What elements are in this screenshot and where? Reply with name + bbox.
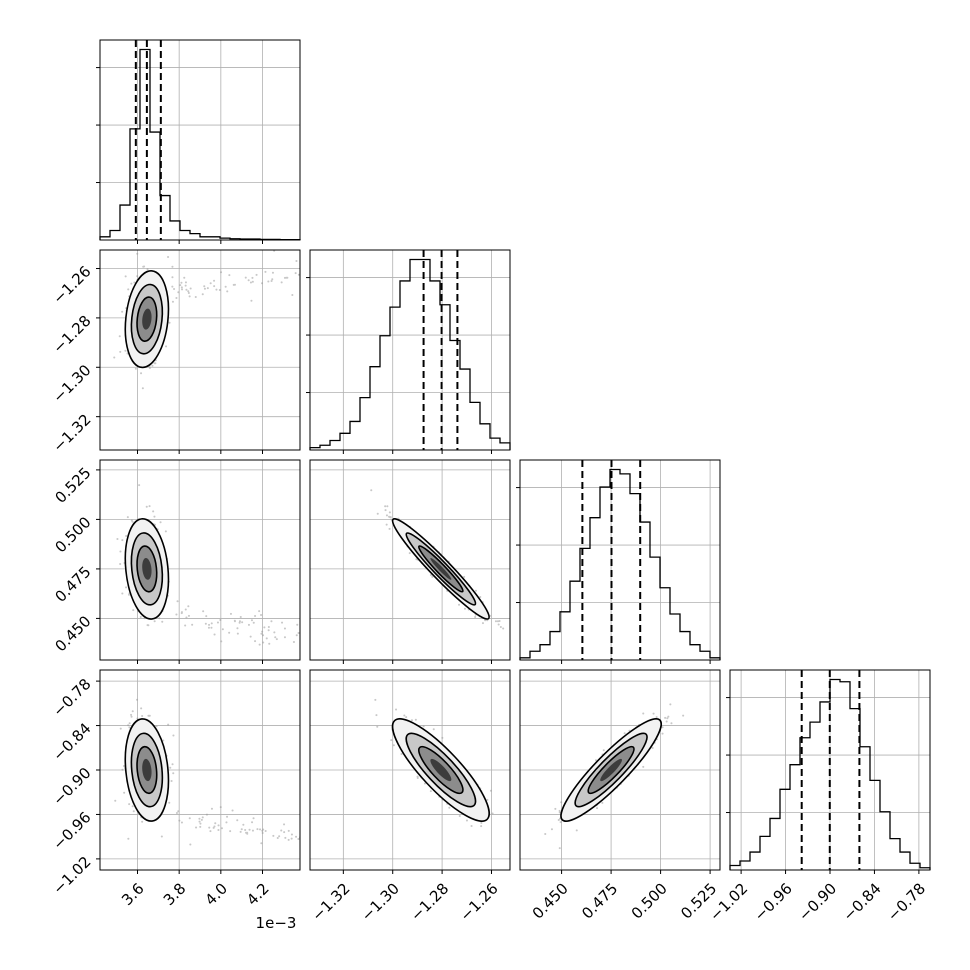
histogram-frame <box>99 39 301 241</box>
y-tick-label: −0.78 <box>49 675 94 720</box>
histogram-step <box>99 48 301 241</box>
histogram-step <box>519 468 721 660</box>
histogram-panel <box>309 250 511 450</box>
scatter-panel <box>100 250 300 450</box>
x-tick-label: −1.28 <box>407 880 452 925</box>
scatter-frame <box>99 459 301 661</box>
y-tick-label: −1.26 <box>49 262 94 307</box>
x-tick-label: 4.2 <box>243 880 273 910</box>
scatter-panel <box>310 670 510 870</box>
density-core <box>142 308 152 330</box>
y-tick-label: 0.450 <box>51 612 94 655</box>
y-tick-label: −1.32 <box>49 410 94 455</box>
x-tick-label: −0.96 <box>751 880 796 925</box>
x-tick-label: −1.32 <box>308 880 353 925</box>
x-tick-label: 4.0 <box>201 880 231 910</box>
density-core <box>142 558 152 580</box>
x-offset-label: 1e−3 <box>256 914 297 932</box>
y-tick-label: 0.475 <box>51 563 94 606</box>
x-tick-label: −0.78 <box>884 880 929 925</box>
y-tick-label: −0.96 <box>49 808 94 853</box>
y-tick-label: −1.28 <box>49 312 94 357</box>
x-tick-label: 0.475 <box>578 880 621 923</box>
scatter-frame <box>99 249 301 451</box>
histogram-step <box>309 258 511 450</box>
x-tick-label: 3.8 <box>160 880 190 910</box>
y-tick-label: −0.84 <box>49 719 94 764</box>
scatter-panel <box>520 670 720 870</box>
y-tick-label: 0.500 <box>51 513 94 556</box>
x-tick-label: −0.84 <box>839 880 884 925</box>
scatter-panel <box>100 460 300 660</box>
scatter-frame <box>309 669 511 871</box>
y-tick-label: −0.90 <box>49 764 94 809</box>
x-tick-label: 0.500 <box>628 880 671 923</box>
histogram-frame <box>309 249 511 451</box>
scatter-panel <box>100 670 300 870</box>
histogram-panel <box>519 460 721 660</box>
y-tick-label: −1.30 <box>49 361 94 406</box>
density-core <box>430 558 452 580</box>
x-tick-label: −0.90 <box>795 880 840 925</box>
scatter-panel <box>310 460 510 660</box>
x-tick-label: −1.26 <box>457 880 502 925</box>
histogram-frame <box>519 459 721 661</box>
y-tick-label: −1.02 <box>49 853 94 898</box>
x-tick-label: 3.6 <box>118 880 148 910</box>
scatter-frame <box>309 459 511 661</box>
x-tick-label: 0.450 <box>529 880 572 923</box>
histogram-panel <box>99 40 301 241</box>
density-core <box>600 758 622 782</box>
density-core <box>142 758 152 782</box>
density-core <box>430 758 452 782</box>
histogram-step <box>729 678 931 870</box>
histogram-panel <box>729 670 931 870</box>
scatter-frame <box>519 669 721 871</box>
x-tick-label: −1.30 <box>358 880 403 925</box>
y-tick-label: 0.525 <box>51 464 94 507</box>
